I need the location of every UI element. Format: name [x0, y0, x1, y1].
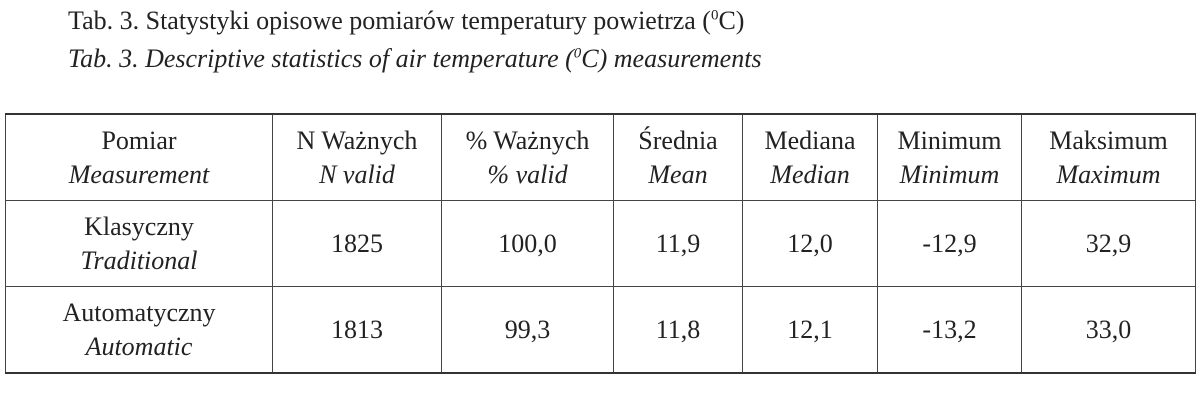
- value-cell: 11,9: [613, 200, 743, 287]
- label-english: Measurement: [68, 159, 210, 189]
- caption-sup: 0: [573, 45, 582, 62]
- label-polish: Automatyczny: [62, 297, 216, 327]
- data-row: Automatyczny Automatic 1813 99,3 11,8 12,1 -13…: [5, 286, 1196, 374]
- label-polish: Średnia: [638, 125, 718, 155]
- value-cell: 12,0: [742, 200, 878, 287]
- caption-english: Tab. 3. Descriptive statistics of air te…: [68, 44, 762, 74]
- value-cell: 1813: [272, 286, 442, 374]
- caption-text: Tab. 3. Descriptive statistics of air te…: [68, 44, 574, 73]
- label-english: % valid: [487, 159, 568, 189]
- value-cell: 1825: [272, 200, 442, 287]
- label-english: Median: [770, 159, 850, 189]
- label-polish: % Ważnych: [465, 125, 590, 155]
- value-cell: 32,9: [1021, 200, 1196, 287]
- header-cell: Minimum Minimum: [877, 113, 1022, 201]
- label-english: Minimum: [899, 159, 1000, 189]
- label-polish: Mediana: [764, 125, 856, 155]
- header-cell: % Ważnych % valid: [441, 113, 614, 201]
- header-row: Pomiar Measurement N Ważnych N valid % Ważny…: [5, 113, 1196, 201]
- header-cell: Pomiar Measurement: [5, 113, 273, 201]
- value-cell: 100,0: [441, 200, 614, 287]
- label-polish: Klasyczny: [84, 211, 194, 241]
- value-cell: 11,8: [613, 286, 743, 374]
- label-english: Traditional: [80, 245, 198, 275]
- row-label: Automatyczny Automatic: [5, 286, 273, 374]
- value-cell: -13,2: [877, 286, 1022, 374]
- caption-text: Tab. 3. Statystyki opisowe pomiarów temp…: [68, 6, 711, 35]
- label-polish: Pomiar: [101, 125, 177, 155]
- header-cell: Maksimum Maximum: [1021, 113, 1196, 201]
- header-cell: N Ważnych N valid: [272, 113, 442, 201]
- label-english: Automatic: [85, 331, 193, 361]
- caption-text: C): [718, 6, 745, 35]
- value-cell: 99,3: [441, 286, 614, 374]
- data-row: Klasyczny Traditional 1825 100,0 11,9 12,0 -12…: [5, 200, 1196, 287]
- label-english: N valid: [319, 159, 395, 189]
- caption-polish: Tab. 3. Statystyki opisowe pomiarów temp…: [68, 6, 744, 36]
- header-cell: Średnia Mean: [613, 113, 743, 201]
- value-cell: 33,0: [1021, 286, 1196, 374]
- value-cell: -12,9: [877, 200, 1022, 287]
- caption-text: C) measurements: [581, 44, 762, 73]
- header-cell: Mediana Median: [742, 113, 878, 201]
- label-english: Mean: [648, 159, 708, 189]
- label-polish: N Ważnych: [296, 125, 418, 155]
- label-polish: Maksimum: [1049, 125, 1168, 155]
- row-label: Klasyczny Traditional: [5, 200, 273, 287]
- label-polish: Minimum: [897, 125, 1002, 155]
- label-english: Maximum: [1056, 159, 1161, 189]
- stats-table: Pomiar Measurement N Ważnych N valid % Ważny…: [5, 113, 1196, 374]
- value-cell: 12,1: [742, 286, 878, 374]
- caption-sup: 0: [710, 7, 719, 24]
